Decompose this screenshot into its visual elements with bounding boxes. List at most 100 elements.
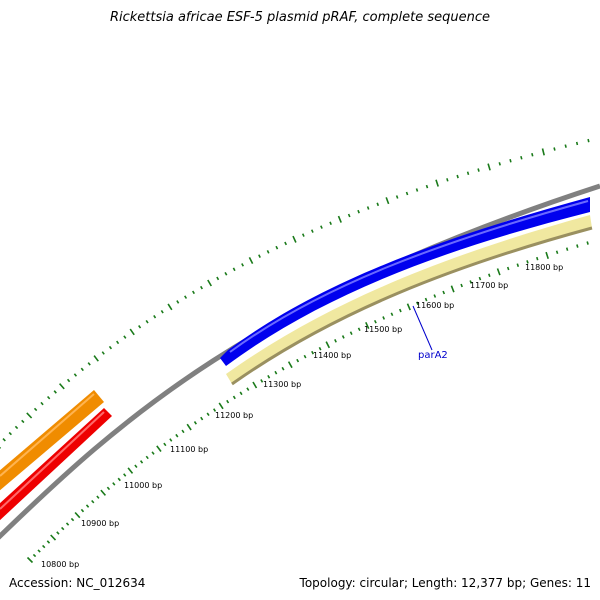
scale-labels: 10800 bp 10900 bp 11000 bp 11100 bp 1120… <box>41 263 563 569</box>
inner-tick <box>433 294 437 298</box>
outer-tick <box>266 250 270 254</box>
outer-tick <box>145 319 149 324</box>
gene-arrow-parA2[interactable] <box>226 215 592 384</box>
inner-tick <box>106 486 111 491</box>
outer-tick <box>167 303 173 311</box>
outer-tick <box>153 314 157 319</box>
outer-tick <box>184 295 188 299</box>
inner-tick <box>85 504 90 508</box>
inner-tick <box>555 250 559 255</box>
outer-tick <box>73 373 78 377</box>
outer-tick <box>2 438 6 442</box>
gene-arrow-orange-highlight <box>0 393 95 477</box>
gene-arrow-red[interactable] <box>0 408 112 522</box>
inner-tick <box>506 266 510 271</box>
outer-tick <box>129 328 135 336</box>
scale-label: 10900 bp <box>81 519 119 528</box>
scale-label: 11100 bp <box>170 445 208 454</box>
inner-tick <box>252 381 258 389</box>
inner-tick <box>151 451 155 455</box>
outer-tick <box>232 267 236 272</box>
inner-tick <box>341 335 345 339</box>
gene-label-parA2[interactable]: parA2 <box>418 350 448 361</box>
outer-tick <box>477 168 480 172</box>
accession-label: Accession: NC_012634 <box>9 576 146 590</box>
outer-tick <box>87 362 91 366</box>
outer-tick <box>366 206 370 210</box>
inner-tick <box>123 473 127 477</box>
inner-tick <box>287 361 293 369</box>
outer-tick <box>216 276 220 281</box>
inner-tick <box>450 285 455 293</box>
gene-arrow-blue[interactable] <box>220 197 590 366</box>
inner-tick <box>565 247 569 251</box>
outer-tick <box>553 147 556 151</box>
scale-label: 11200 bp <box>215 411 253 420</box>
outer-tick <box>275 245 279 250</box>
outer-tick <box>40 401 44 406</box>
outer-tick <box>284 241 288 246</box>
outer-tick <box>33 407 38 412</box>
outer-tick <box>487 163 491 171</box>
summary-label: Topology: circular; Length: 12,377 bp; G… <box>299 576 591 590</box>
inner-tick <box>181 429 185 434</box>
outer-tick <box>531 153 534 157</box>
gene-label-leader <box>412 305 433 351</box>
inner-tick <box>37 549 41 553</box>
inner-tick <box>526 260 529 264</box>
inner-tick <box>246 387 250 391</box>
outer-tick <box>58 383 65 390</box>
outer-tick <box>138 325 142 329</box>
outer-tick <box>248 257 254 264</box>
outer-tick <box>101 351 105 355</box>
inner-tick <box>226 399 230 404</box>
inner-tick <box>365 321 370 330</box>
outer-tick <box>509 159 512 163</box>
outer-tick <box>357 209 360 214</box>
outer-tick <box>337 215 342 223</box>
inner-tick <box>274 370 278 375</box>
map-title: Rickettsia africae ESF-5 plasmid pRAF, c… <box>109 10 491 25</box>
inner-tick <box>416 301 419 306</box>
inner-tick <box>398 308 402 313</box>
outer-tick <box>192 290 195 295</box>
gene-arrow-blue-highlight <box>229 200 589 353</box>
outer-tick <box>53 390 57 394</box>
inner-tick <box>406 303 411 311</box>
inner-tick <box>545 251 549 260</box>
inner-tick <box>80 508 85 513</box>
inner-tick <box>213 408 217 412</box>
inner-tick <box>70 517 75 522</box>
inner-tick <box>65 522 70 526</box>
inner-tick <box>218 402 224 410</box>
outer-tick <box>498 162 501 166</box>
inner-tick <box>156 445 162 452</box>
inner-tick <box>469 280 473 284</box>
inner-tick <box>478 276 482 281</box>
inner-tick <box>134 464 138 468</box>
outer-tick <box>466 171 470 176</box>
plasmid-backbone <box>0 183 600 540</box>
outer-tick <box>108 345 113 350</box>
outer-tick <box>66 378 71 383</box>
outer-tick <box>224 272 228 276</box>
outer-tick <box>116 340 120 345</box>
outer-tick <box>160 309 164 314</box>
inner-tick <box>281 366 285 371</box>
outer-tick <box>176 300 180 304</box>
inner-tick <box>460 283 463 288</box>
outer-tick <box>385 197 390 205</box>
outer-tick <box>541 148 545 156</box>
inner-tick <box>303 354 307 359</box>
inner-tick <box>145 455 149 460</box>
gene-arrow-orange[interactable] <box>0 390 104 492</box>
outer-tick <box>123 335 127 339</box>
inner-tick <box>186 423 192 431</box>
inner-tick <box>42 544 46 549</box>
inner-tick <box>325 341 331 349</box>
outer-tick <box>26 412 33 419</box>
inner-tick <box>296 358 300 363</box>
inner-tick <box>91 499 95 504</box>
outer-tick <box>207 279 212 287</box>
